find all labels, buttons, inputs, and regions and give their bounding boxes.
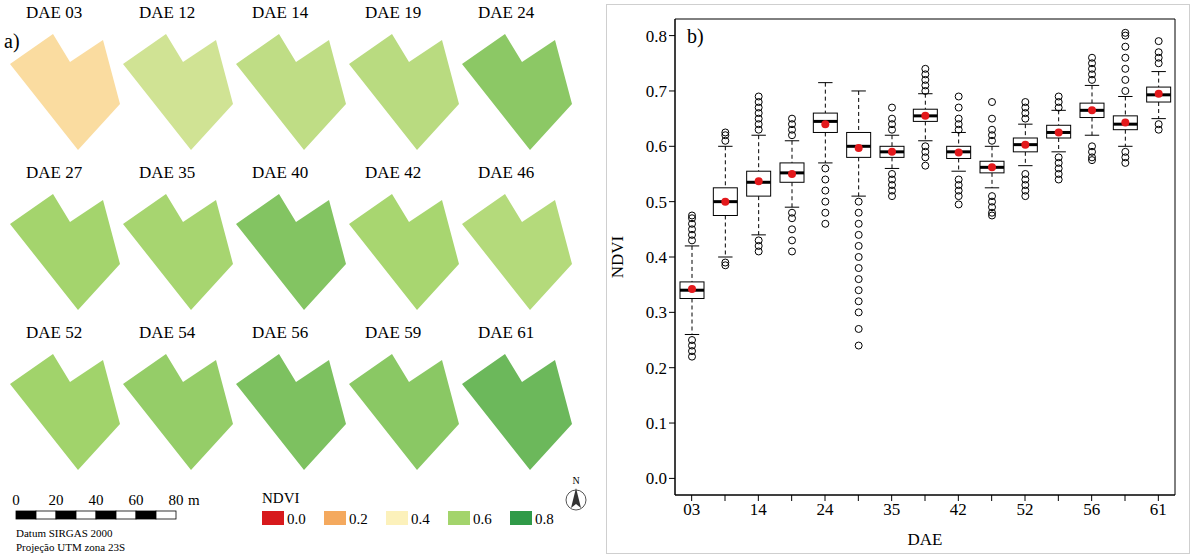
svg-text:DAE 03: DAE 03 (26, 3, 82, 22)
svg-text:DAE 12: DAE 12 (139, 3, 195, 22)
svg-text:0.5: 0.5 (646, 193, 667, 212)
svg-text:0.6: 0.6 (473, 511, 492, 527)
svg-text:0.8: 0.8 (646, 27, 667, 46)
svg-text:56: 56 (1083, 500, 1100, 519)
svg-text:m: m (188, 492, 200, 508)
svg-text:DAE 46: DAE 46 (478, 163, 534, 182)
svg-text:DAE 14: DAE 14 (252, 3, 309, 22)
svg-text:24: 24 (817, 500, 835, 519)
svg-text:0.4: 0.4 (411, 511, 430, 527)
svg-text:0.7: 0.7 (646, 82, 668, 101)
svg-text:DAE 19: DAE 19 (365, 3, 421, 22)
svg-text:NDVI: NDVI (608, 235, 627, 278)
svg-text:14: 14 (750, 500, 768, 519)
svg-text:DAE 61: DAE 61 (478, 323, 534, 342)
svg-text:0.0: 0.0 (646, 469, 667, 488)
svg-text:DAE 56: DAE 56 (252, 323, 308, 342)
svg-text:42: 42 (950, 500, 967, 519)
svg-text:61: 61 (1150, 500, 1167, 519)
svg-text:0.1: 0.1 (646, 414, 667, 433)
svg-text:NDVI: NDVI (262, 490, 300, 506)
svg-text:DAE 42: DAE 42 (365, 163, 421, 182)
svg-text:N: N (572, 475, 579, 486)
svg-text:80: 80 (169, 492, 184, 508)
svg-text:DAE 59: DAE 59 (365, 323, 421, 342)
svg-text:DAE 40: DAE 40 (252, 163, 308, 182)
svg-text:03: 03 (683, 500, 700, 519)
svg-text:DAE: DAE (908, 530, 943, 549)
svg-text:Projeção UTM zona 23S: Projeção UTM zona 23S (16, 541, 125, 553)
svg-text:DAE 27: DAE 27 (26, 163, 83, 182)
svg-text:0.0: 0.0 (287, 511, 306, 527)
svg-text:0.8: 0.8 (535, 511, 554, 527)
svg-text:0.6: 0.6 (646, 137, 667, 156)
svg-text:0.4: 0.4 (646, 248, 668, 267)
svg-text:DAE 54: DAE 54 (139, 323, 196, 342)
svg-text:DAE 35: DAE 35 (139, 163, 195, 182)
svg-text:52: 52 (1017, 500, 1034, 519)
html-text:b): b) (687, 25, 704, 47)
svg-text:60: 60 (129, 492, 144, 508)
svg-text:40: 40 (89, 492, 104, 508)
svg-text:0.2: 0.2 (646, 359, 667, 378)
svg-text:Datum SIRGAS 2000: Datum SIRGAS 2000 (16, 527, 113, 539)
svg-text:0.3: 0.3 (646, 303, 667, 322)
svg-text:DAE 52: DAE 52 (26, 323, 82, 342)
svg-text:0.2: 0.2 (349, 511, 368, 527)
svg-text:35: 35 (883, 500, 900, 519)
svg-text:a): a) (4, 30, 20, 53)
svg-text:0: 0 (12, 492, 20, 508)
svg-text:DAE 24: DAE 24 (478, 3, 535, 22)
svg-text:20: 20 (49, 492, 64, 508)
